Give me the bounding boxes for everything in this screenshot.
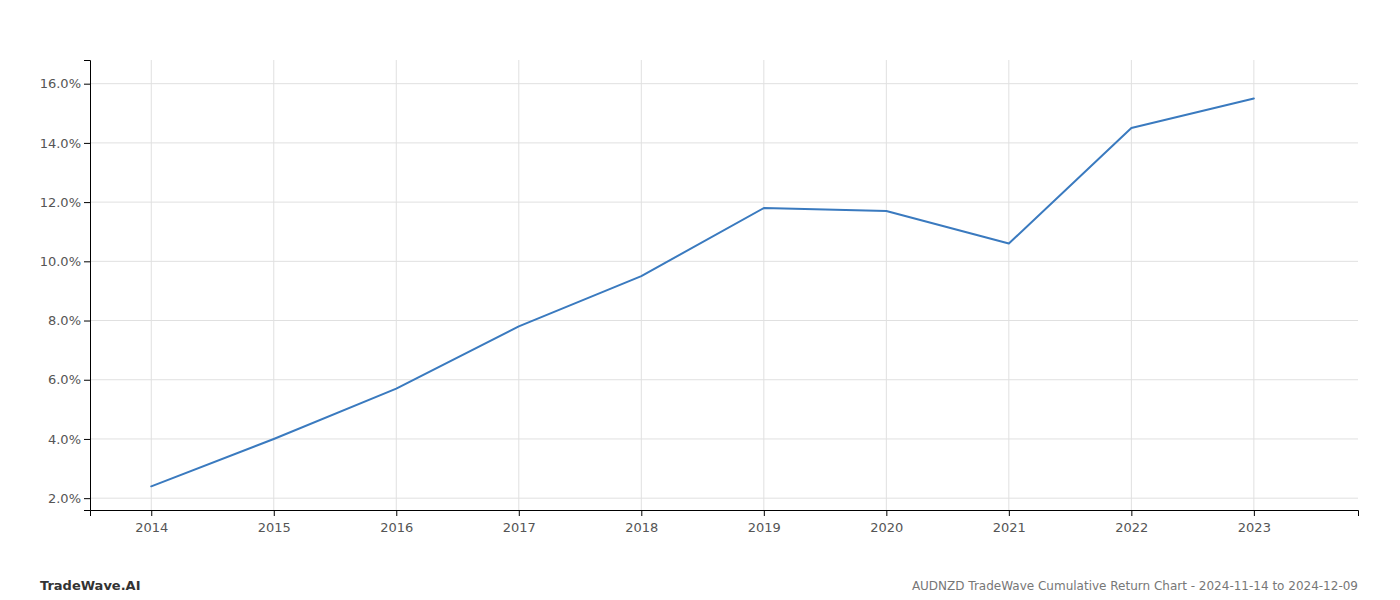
grid-line-y bbox=[90, 261, 1358, 262]
x-tick-label: 2019 bbox=[748, 520, 781, 535]
line bbox=[151, 98, 1254, 486]
y-tick-mark bbox=[84, 143, 90, 144]
x-tick: 2023 bbox=[1238, 510, 1271, 535]
x-tick-label: 2021 bbox=[993, 520, 1026, 535]
y-tick: 8.0% bbox=[48, 313, 90, 328]
grid-line-x bbox=[518, 60, 519, 510]
y-tick-label: 10.0% bbox=[40, 254, 81, 269]
grid-line-x bbox=[396, 60, 397, 510]
x-tick-label: 2014 bbox=[135, 520, 168, 535]
x-tick: 2020 bbox=[870, 510, 903, 535]
grid bbox=[90, 60, 1358, 510]
y-tick-mark bbox=[84, 439, 90, 440]
grid-line-x bbox=[886, 60, 887, 510]
y-tick-mark bbox=[84, 202, 90, 203]
grid-line-x bbox=[641, 60, 642, 510]
x-tick-mark bbox=[151, 510, 152, 516]
x-tick-label: 2018 bbox=[625, 520, 658, 535]
y-tick: 2.0% bbox=[48, 491, 90, 506]
y-tick-label: 8.0% bbox=[48, 313, 81, 328]
y-tick-mark bbox=[84, 84, 90, 85]
plot: 2014 2015 2016 2017 2018 2019 2020 2021 2022 2023… bbox=[40, 60, 1359, 535]
x-tick-mark bbox=[641, 510, 642, 516]
y-axis: 2.0% 4.0% 6.0% 8.0% 10.0% 12.0% 14.0% 16.0% bbox=[40, 61, 91, 511]
grid-line-y bbox=[90, 438, 1358, 439]
y-tick-label: 6.0% bbox=[48, 372, 81, 387]
y-tick-mark bbox=[84, 261, 90, 262]
grid-line-x bbox=[273, 60, 274, 510]
y-tick-label: 14.0% bbox=[40, 136, 81, 151]
y-tick-mark bbox=[84, 321, 90, 322]
x-tick-mark bbox=[764, 510, 765, 516]
x-tick-mark bbox=[1131, 510, 1132, 516]
x-tick-mark bbox=[886, 510, 887, 516]
x-tick: 2016 bbox=[380, 510, 413, 535]
y-tick-label: 2.0% bbox=[48, 491, 81, 506]
grid-line-y bbox=[90, 142, 1358, 143]
x-tick-label: 2023 bbox=[1238, 520, 1271, 535]
y-tick: 16.0% bbox=[40, 76, 90, 91]
x-tick: 2021 bbox=[993, 510, 1026, 535]
y-tick-mark bbox=[84, 498, 90, 499]
x-tick-mark bbox=[519, 510, 520, 516]
x-tick: 2015 bbox=[258, 510, 291, 535]
x-tick-label: 2015 bbox=[258, 520, 291, 535]
x-tick: 2017 bbox=[503, 510, 536, 535]
y-tick: 14.0% bbox=[40, 136, 90, 151]
grid-line-x bbox=[1008, 60, 1009, 510]
y-tick: 12.0% bbox=[40, 195, 90, 210]
grid-line-y bbox=[90, 320, 1358, 321]
y-tick: 6.0% bbox=[48, 372, 90, 387]
x-tick-label: 2016 bbox=[380, 520, 413, 535]
grid-line-x bbox=[763, 60, 764, 510]
x-tick-mark bbox=[1254, 510, 1255, 516]
x-tick-mark bbox=[396, 510, 397, 516]
series bbox=[151, 98, 1254, 486]
annotation: TradeWave.AI bbox=[40, 578, 141, 593]
grid-line-x bbox=[151, 60, 152, 510]
y-tick: 10.0% bbox=[40, 254, 90, 269]
grid-line-y bbox=[90, 83, 1358, 84]
title: AUDNZD TradeWave Cumulative Return Chart… bbox=[912, 579, 1358, 593]
y-axis-line bbox=[84, 61, 91, 511]
grid-line-y bbox=[90, 498, 1358, 499]
y-tick-label: 16.0% bbox=[40, 76, 81, 91]
y-tick-mark bbox=[84, 380, 90, 381]
x-tick: 2019 bbox=[748, 510, 781, 535]
y-tick-label: 12.0% bbox=[40, 195, 81, 210]
grid-line-y bbox=[90, 379, 1358, 380]
x-tick-mark bbox=[274, 510, 275, 516]
x-tick-label: 2020 bbox=[870, 520, 903, 535]
x-tick: 2018 bbox=[625, 510, 658, 535]
x-tick-label: 2022 bbox=[1115, 520, 1148, 535]
x-tick: 2014 bbox=[135, 510, 168, 535]
grid-line-x bbox=[1253, 60, 1254, 510]
x-axis-line bbox=[91, 511, 1359, 517]
x-axis: 2014 2015 2016 2017 2018 2019 2020 2021 2022 2023 bbox=[91, 510, 1359, 535]
y-tick-label: 4.0% bbox=[48, 432, 81, 447]
y-tick: 4.0% bbox=[48, 432, 90, 447]
grid-line-y bbox=[90, 202, 1358, 203]
x-tick-mark bbox=[1009, 510, 1010, 516]
x-tick: 2022 bbox=[1115, 510, 1148, 535]
chart: 2014 2015 2016 2017 2018 2019 2020 2021 2022 2023… bbox=[0, 0, 1400, 600]
x-tick-label: 2017 bbox=[503, 520, 536, 535]
